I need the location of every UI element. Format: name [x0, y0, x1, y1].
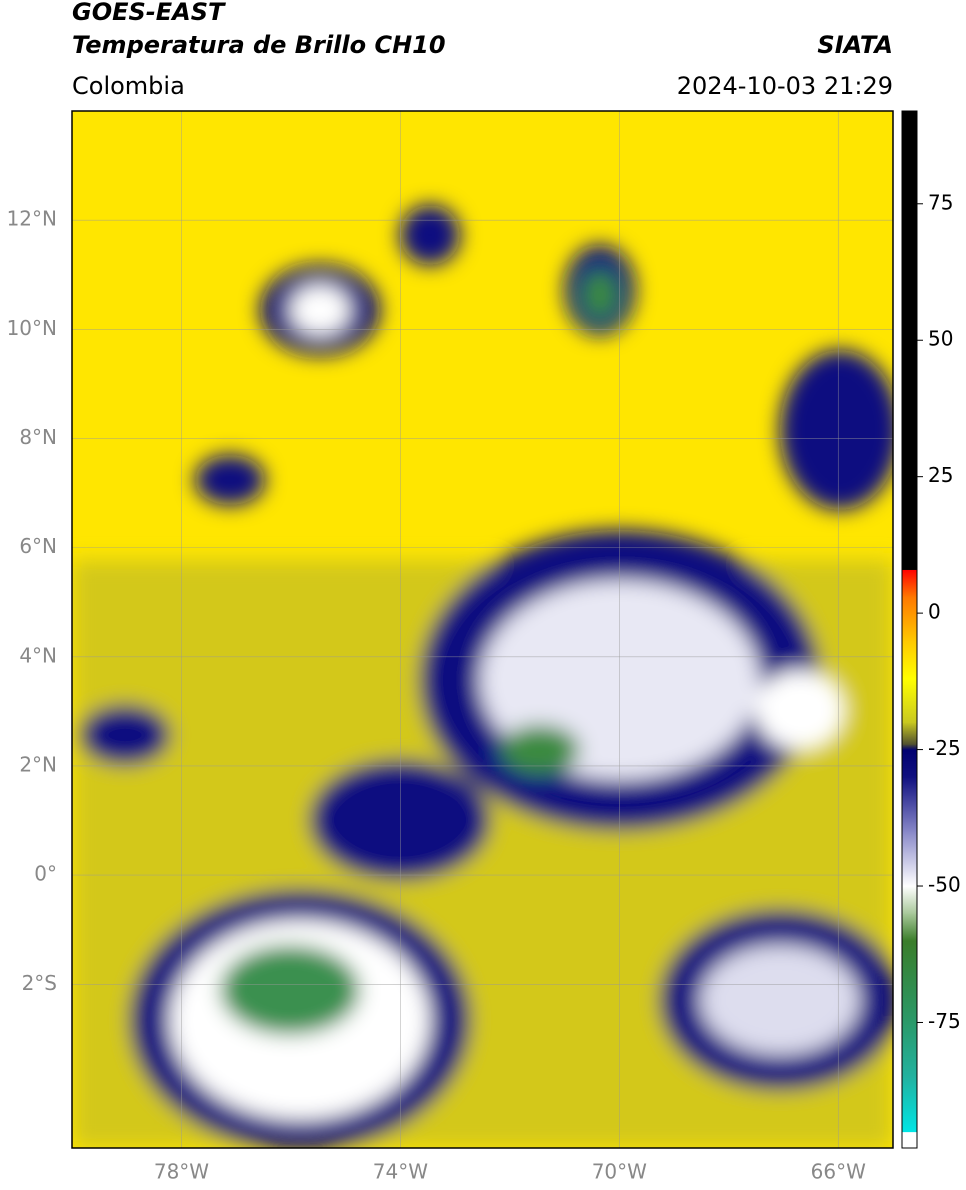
colorbar-frame — [901, 110, 918, 1149]
colorbar-segment — [902, 744, 917, 751]
colorbar-segment — [902, 749, 917, 778]
y-tick-label: 2°S — [22, 971, 57, 995]
subtitle: Temperatura de Brillo CH10 — [72, 31, 446, 59]
colorbar-segment — [902, 678, 917, 723]
source: SIATA — [817, 31, 893, 59]
clouds — [72, 205, 893, 1148]
colorbar: -75 -50 -25 0 25 50 75 — [902, 111, 961, 1149]
y-tick-label: 2°N — [19, 752, 57, 776]
colorbar-segment — [902, 913, 917, 942]
y-tick-label: 4°N — [19, 643, 57, 667]
datetime: 2024-10-03 21:29 — [677, 72, 893, 100]
x-tick-label: 78°W — [154, 1160, 209, 1184]
map-frame — [71, 110, 894, 1149]
colorbar-segment — [902, 831, 917, 887]
colorbar-segment — [902, 886, 917, 914]
colorbar-tick-label: 0 — [928, 600, 941, 624]
y-tick-label: 10°N — [7, 316, 57, 340]
colorbar-tick-label: 50 — [928, 327, 953, 351]
colorbar-segment — [902, 111, 917, 570]
x-tick-label: 70°W — [592, 1160, 647, 1184]
y-tick-label: 0° — [34, 862, 57, 886]
colorbar-tick-label: 75 — [928, 190, 953, 214]
colorbar-segment — [902, 1131, 917, 1149]
colorbar-segment — [902, 776, 917, 832]
colorbar-segment — [902, 722, 917, 745]
y-tick-label: 12°N — [7, 207, 57, 231]
colorbar-segment — [902, 1077, 917, 1133]
colorbar-segment — [902, 1022, 917, 1078]
grid — [72, 111, 893, 1148]
imagery — [72, 111, 893, 1148]
colorbar-segment — [902, 569, 917, 598]
colorbar-segment — [902, 940, 917, 1023]
title: GOES-EAST — [72, 0, 226, 26]
region: Colombia — [72, 72, 185, 100]
y-tick-label: 8°N — [19, 425, 57, 449]
colorbar-tick-label: 25 — [928, 463, 953, 487]
colorbar-tick-label: -75 — [928, 1009, 961, 1033]
x-tick-label: 66°W — [811, 1160, 866, 1184]
y-tick-label: 6°N — [19, 534, 57, 558]
colorbar-tick-label: -25 — [928, 736, 961, 760]
colorbar-segment — [902, 596, 917, 641]
colorbar-tick-label: -50 — [928, 873, 961, 897]
colorbar-segment — [902, 640, 917, 680]
x-tick-label: 74°W — [373, 1160, 428, 1184]
